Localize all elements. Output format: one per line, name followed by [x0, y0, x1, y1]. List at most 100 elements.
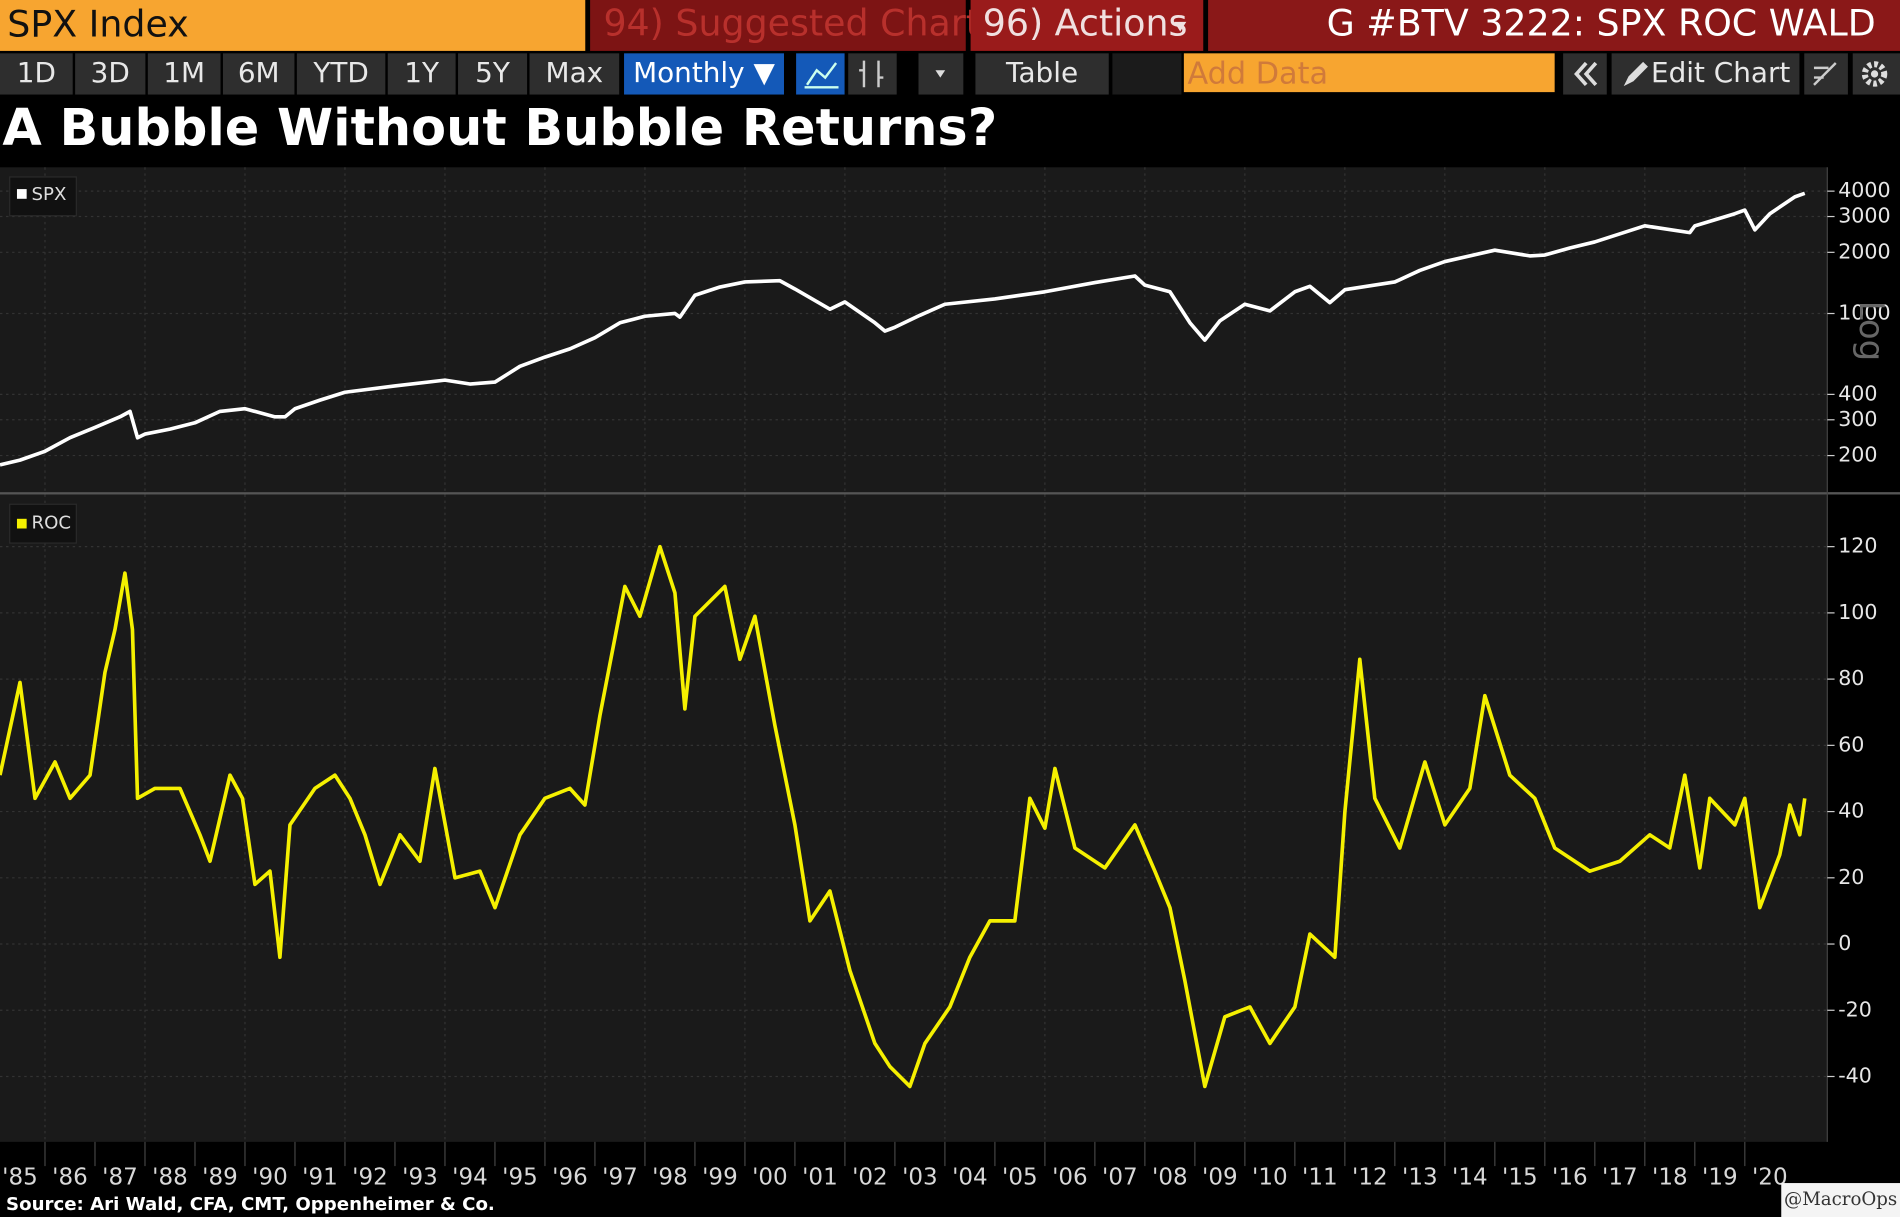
add-data-placeholder: Add Data: [1188, 57, 1329, 92]
legend-label: SPX: [32, 184, 67, 205]
x-tick-label: '15: [1502, 1165, 1538, 1191]
x-tick-label: '97: [602, 1165, 638, 1191]
x-tick-label: '85: [2, 1165, 38, 1191]
window-title: G #BTV 3222: SPX ROC WALD: [1327, 1, 1876, 44]
table-button[interactable]: [975, 53, 1109, 95]
x-tick-label: '95: [502, 1165, 538, 1191]
edit-chart-label: Edit Chart: [1651, 56, 1790, 89]
collapse-glyph: [1574, 61, 1598, 87]
watermark: @MacroOps: [1784, 1189, 1897, 1210]
x-tick-label: '02: [852, 1165, 888, 1191]
range-label: 1D: [17, 56, 56, 89]
x-tick-label: '92: [352, 1165, 388, 1191]
y-tick-label: 120: [1838, 534, 1877, 558]
y-tick-label: 300: [1838, 407, 1877, 431]
range-button[interactable]: [387, 53, 456, 95]
x-tick-label: '11: [1302, 1165, 1338, 1191]
more-arrow: [935, 70, 946, 78]
pencil-icon: [1623, 61, 1648, 87]
y-tick-label: 80: [1838, 666, 1864, 690]
range-label: YTD: [312, 56, 368, 89]
y-tick-label: 2000: [1838, 239, 1890, 263]
range-button[interactable]: [75, 53, 146, 95]
edit-chart-button[interactable]: [1611, 53, 1800, 95]
suggested-label: 94) Suggested Charts: [603, 1, 998, 44]
annotate-glyph: [1813, 62, 1837, 86]
spacer: [1112, 53, 1182, 95]
x-tick-label: '91: [302, 1165, 338, 1191]
y-tick-label: 0: [1838, 931, 1851, 955]
x-tick-label: '19: [1702, 1165, 1738, 1191]
x-tick-label: '12: [1352, 1165, 1388, 1191]
legend-swatch: [16, 189, 27, 199]
x-tick-label: '98: [652, 1165, 688, 1191]
x-tick-label: '08: [1152, 1165, 1188, 1191]
actions-label: 96) Actions: [983, 1, 1188, 44]
x-tick-label: '03: [902, 1165, 938, 1191]
x-tick-label: '13: [1402, 1165, 1438, 1191]
suggested-menu[interactable]: [590, 0, 966, 51]
y-tick-label: 400: [1838, 381, 1877, 405]
bar-icon-glyph: [859, 60, 884, 88]
line-icon-glyph: [804, 62, 839, 89]
log-label: Log: [1851, 301, 1890, 362]
table-label: Table: [1005, 56, 1078, 89]
headline: A Bubble Without Bubble Returns?: [2, 99, 997, 158]
title-bar: [1208, 0, 1900, 51]
x-tick-label: '14: [1452, 1165, 1488, 1191]
x-tick-label: '87: [102, 1165, 138, 1191]
panel-roc: [0, 494, 1828, 1142]
x-tick-label: '00: [752, 1165, 788, 1191]
x-tick-label: '10: [1252, 1165, 1288, 1191]
dropdown-arrow: [1174, 21, 1187, 32]
range-buttons: 1D 3D 1M 6M YTD 1Y 5Y Max: [0, 53, 620, 95]
range-label: 3D: [91, 56, 130, 89]
gear-icon: [1861, 61, 1888, 87]
y-tick-label: 40: [1838, 799, 1864, 823]
panel-spx: [0, 167, 1828, 493]
x-tick-label: '07: [1102, 1165, 1138, 1191]
period-label: Monthly ▼: [633, 56, 775, 89]
source: Source: Ari Wald, CFA, CMT, Oppenheimer …: [6, 1194, 495, 1215]
period-button[interactable]: [624, 53, 784, 95]
legend-swatch: [16, 518, 27, 529]
x-tick-label: '09: [1202, 1165, 1238, 1191]
x-tick-label: '18: [1652, 1165, 1688, 1191]
actions-menu[interactable]: [970, 0, 1204, 51]
y-tick-label: 3000: [1838, 204, 1890, 228]
x-tick-label: '88: [152, 1165, 188, 1191]
range-label: 1Y: [404, 56, 440, 89]
x-tick-label: '90: [252, 1165, 288, 1191]
series-line: [0, 544, 1807, 1089]
legend-label: ROC: [32, 513, 72, 534]
series-line: [0, 191, 1806, 467]
x-tick-label: '99: [702, 1165, 738, 1191]
range-button[interactable]: [0, 53, 73, 95]
range-label: 1M: [163, 56, 205, 89]
gear-hub: [1870, 70, 1879, 78]
y-tick-label: 100: [1838, 600, 1877, 624]
y-tick-label: 4000: [1838, 178, 1890, 202]
x-tick-label: '89: [202, 1165, 238, 1191]
x-tick-label: '17: [1602, 1165, 1638, 1191]
y-tick-label: 200: [1838, 443, 1877, 467]
add-data-input[interactable]: [1183, 53, 1555, 93]
x-tick-label: '06: [1052, 1165, 1088, 1191]
x-tick-label: '93: [402, 1165, 438, 1191]
range-label: Max: [546, 56, 604, 89]
range-button[interactable]: [222, 53, 295, 95]
range-button[interactable]: [147, 53, 221, 95]
range-button[interactable]: [458, 53, 528, 95]
y-tick-label: -20: [1838, 997, 1872, 1021]
bar-icon[interactable]: [848, 53, 897, 95]
x-tick-label: '04: [952, 1165, 988, 1191]
range-button[interactable]: [296, 53, 386, 95]
range-button[interactable]: [529, 53, 620, 95]
security-box[interactable]: [0, 0, 586, 51]
x-tick-label: '86: [52, 1165, 88, 1191]
watermark-box: [1781, 1183, 1900, 1217]
x-tick-label: '01: [802, 1165, 838, 1191]
